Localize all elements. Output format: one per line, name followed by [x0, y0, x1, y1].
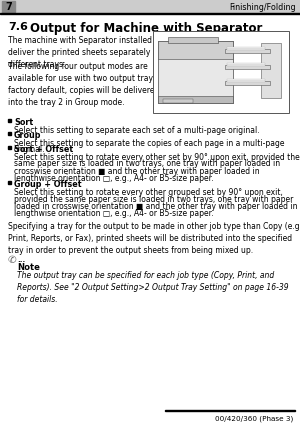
- Bar: [0, 0, 300, 13]
- Text: Sort + Offset: Sort + Offset: [14, 145, 73, 154]
- Bar: [225, 81, 270, 85]
- Text: same paper size is loaded in two trays, one tray with paper loaded in: same paper size is loaded in two trays, …: [14, 159, 280, 168]
- Text: Finishing/Folding: Finishing/Folding: [230, 3, 296, 11]
- Text: ✆: ✆: [8, 255, 17, 265]
- Bar: [153, 31, 289, 113]
- Text: Select this setting to separate each set of a multi-page original.: Select this setting to separate each set…: [14, 125, 260, 134]
- Text: 7: 7: [5, 2, 12, 12]
- Bar: [227, 64, 265, 65]
- Bar: [225, 65, 270, 69]
- Bar: [227, 81, 265, 82]
- Bar: [8, 119, 11, 122]
- Text: provided the same paper size is loaded in two trays, one tray with paper: provided the same paper size is loaded i…: [14, 195, 293, 204]
- Bar: [163, 99, 193, 103]
- Bar: [158, 96, 233, 103]
- Bar: [227, 49, 265, 50]
- Text: Sort: Sort: [14, 118, 33, 127]
- Text: 7.6: 7.6: [8, 22, 28, 32]
- Bar: [261, 43, 281, 98]
- Text: loaded in crosswise orientation ■ and the other tray with paper loaded in: loaded in crosswise orientation ■ and th…: [14, 201, 298, 210]
- Text: original.: original.: [14, 145, 46, 155]
- Bar: [8, 132, 11, 135]
- Bar: [0, 13, 300, 14]
- Bar: [8, 146, 11, 149]
- Bar: [227, 47, 265, 48]
- Bar: [165, 410, 295, 411]
- Bar: [227, 65, 265, 66]
- Text: crosswise orientation ■ and the other tray with paper loaded in: crosswise orientation ■ and the other tr…: [14, 167, 260, 176]
- Bar: [158, 41, 233, 103]
- Text: Specifying a tray for the output to be made in other job type than Copy (e.g.
Pr: Specifying a tray for the output to be m…: [8, 222, 300, 255]
- Bar: [168, 37, 218, 43]
- Text: Note: Note: [17, 263, 40, 272]
- Text: Select this setting to rotate every other grouped set by 90° upon exit,: Select this setting to rotate every othe…: [14, 187, 283, 196]
- Text: Select this setting to separate the copies of each page in a multi-page: Select this setting to separate the copi…: [14, 139, 284, 147]
- Bar: [225, 49, 270, 53]
- Text: The output tray can be specified for each job type (Copy, Print, and
Reports). S: The output tray can be specified for eac…: [17, 271, 289, 304]
- Text: Select this setting to rotate every other set by 90° upon exit, provided the: Select this setting to rotate every othe…: [14, 153, 300, 162]
- Text: lengthwise orientation □, e.g., A4- or B5-size paper.: lengthwise orientation □, e.g., A4- or B…: [14, 173, 214, 182]
- Bar: [227, 48, 265, 49]
- Bar: [2, 1, 15, 12]
- Text: The machine with Separator installed can
deliver the printed sheets separately i: The machine with Separator installed can…: [8, 36, 168, 69]
- Bar: [158, 41, 233, 59]
- Text: Output for Machine with Separator: Output for Machine with Separator: [30, 22, 262, 35]
- Bar: [227, 62, 265, 64]
- Bar: [8, 181, 11, 184]
- Text: Group: Group: [14, 131, 41, 140]
- Text: Group + Offset: Group + Offset: [14, 180, 82, 189]
- Text: ...: ...: [17, 257, 25, 263]
- Text: The following four output modes are
available for use with two output trays. As
: The following four output modes are avai…: [8, 62, 171, 108]
- Text: 00/420/360 (Phase 3): 00/420/360 (Phase 3): [215, 415, 293, 422]
- Bar: [227, 80, 265, 81]
- Text: lengthwise orientation □, e.g., A4- or B5-size paper.: lengthwise orientation □, e.g., A4- or B…: [14, 209, 214, 218]
